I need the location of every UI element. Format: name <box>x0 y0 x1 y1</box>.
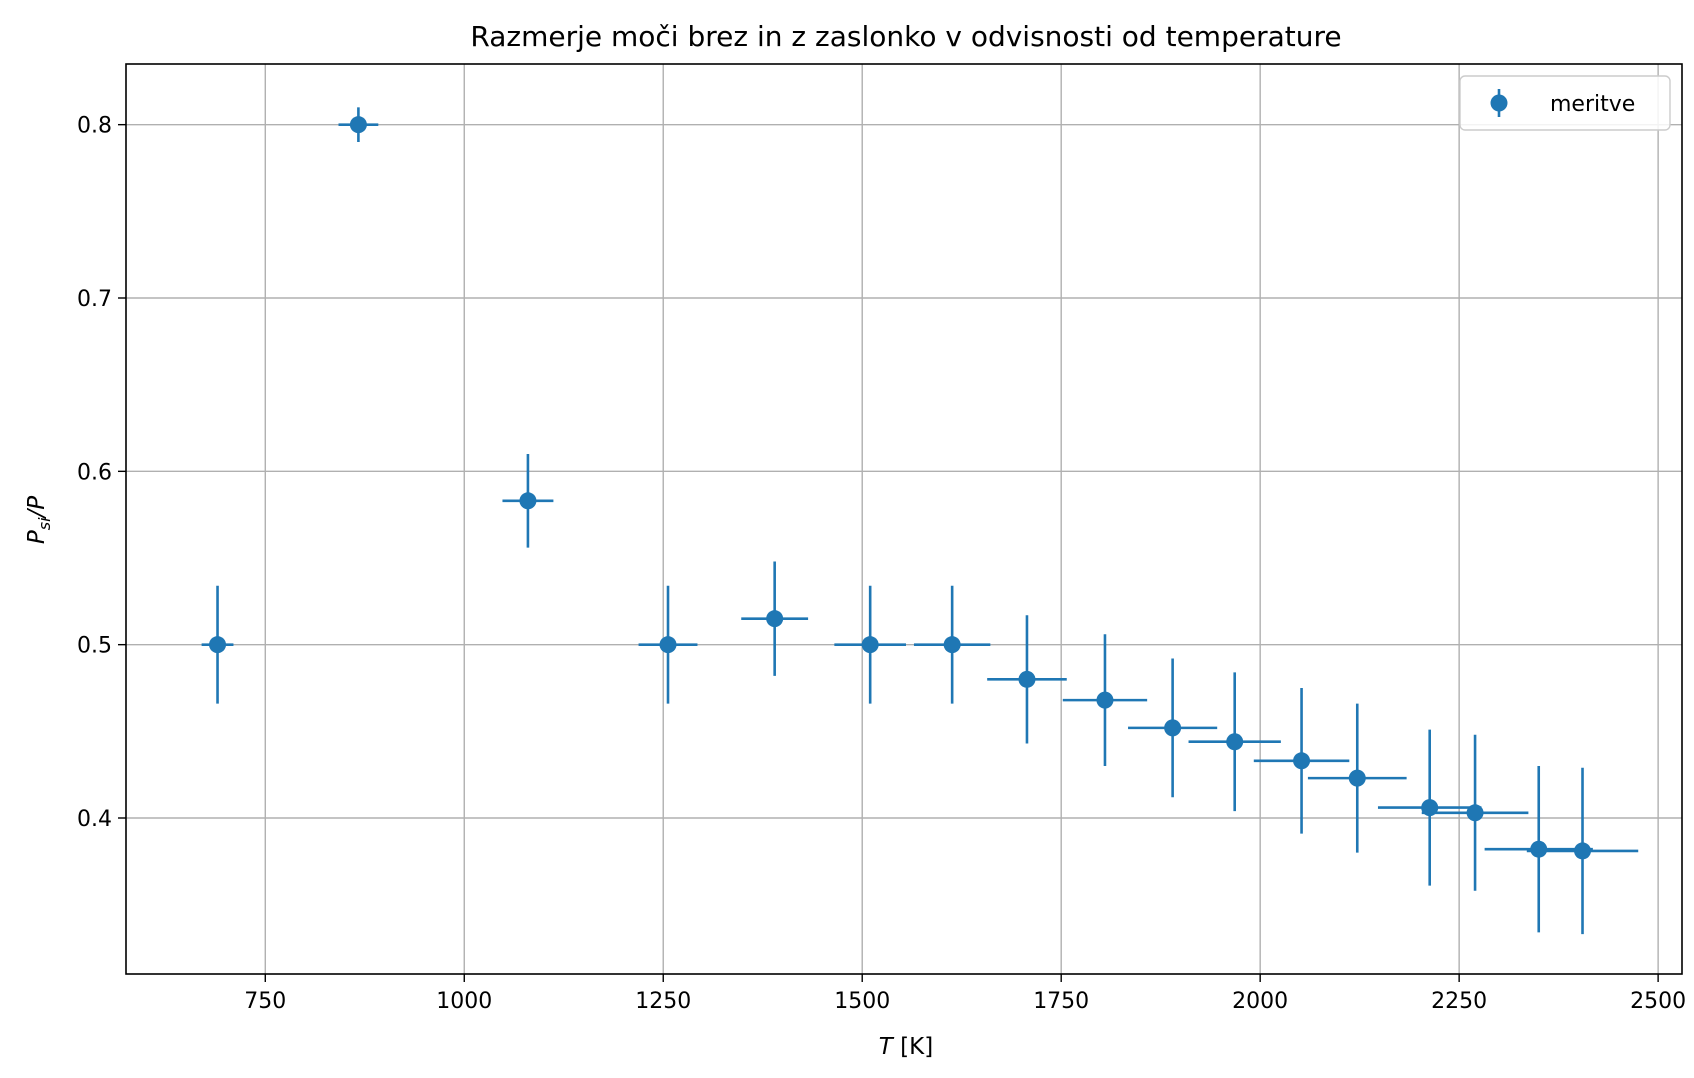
data-marker <box>1574 842 1592 860</box>
data-point <box>1307 703 1407 853</box>
data-marker <box>1466 804 1484 822</box>
data-marker <box>1293 752 1311 770</box>
legend-box <box>1459 75 1671 131</box>
data-point <box>1253 688 1350 834</box>
legend-entry-label: meritve <box>1550 92 1635 117</box>
data-point <box>1128 658 1218 798</box>
x-tick-label: 750 <box>244 989 286 1014</box>
data-point <box>1062 634 1148 766</box>
data-marker <box>861 636 879 654</box>
data-marker <box>943 636 961 654</box>
chart-title: Razmerje moči brez in z zaslonko v odvis… <box>470 20 1341 53</box>
x-tick-label: 2250 <box>1431 989 1487 1014</box>
axis-ticks: 750 1000 1250 1500 1750 2000 2250 2500 0.4 0.5 0.6… <box>77 114 1686 1014</box>
data-point <box>201 585 234 704</box>
data-marker <box>1096 691 1114 709</box>
data-series <box>201 107 1639 935</box>
grid <box>126 64 1682 974</box>
y-tick-label: 0.7 <box>77 287 112 312</box>
plot-area-frame <box>125 63 1683 975</box>
data-marker <box>1530 840 1548 858</box>
data-marker <box>349 116 367 134</box>
data-marker <box>659 636 677 654</box>
data-point <box>1421 734 1529 891</box>
data-marker <box>1164 719 1182 737</box>
y-tick-label: 0.6 <box>77 460 112 485</box>
x-axis-label: T [K] <box>879 1034 933 1060</box>
data-marker <box>1348 769 1366 787</box>
data-point <box>502 454 554 548</box>
y-tick-label: 0.5 <box>77 634 112 659</box>
x-axis-label-unit: [K] <box>893 1034 933 1060</box>
y-axis-label-tail: /P <box>24 496 50 520</box>
data-point <box>338 107 379 142</box>
x-tick-label: 2000 <box>1232 989 1288 1014</box>
data-point <box>1188 672 1281 812</box>
y-tick-label: 0.8 <box>77 114 112 139</box>
data-point <box>638 585 698 704</box>
legend: meritve <box>1459 75 1671 131</box>
x-tick-label: 2500 <box>1630 989 1686 1014</box>
y-axis-label-sub: si <box>35 517 54 530</box>
data-marker <box>519 492 537 510</box>
x-tick-label: 1000 <box>436 989 492 1014</box>
legend-dot <box>1490 94 1508 112</box>
data-marker <box>1018 670 1036 688</box>
data-marker <box>209 636 227 654</box>
y-axis-label-main: P <box>24 530 50 544</box>
y-tick-label: 0.4 <box>77 807 112 832</box>
legend-marker <box>1490 89 1508 117</box>
data-point <box>913 585 991 704</box>
data-point <box>834 585 906 704</box>
x-axis-label-var: T <box>879 1034 895 1060</box>
data-marker <box>1226 733 1244 751</box>
x-tick-label: 1750 <box>1033 989 1089 1014</box>
data-marker <box>766 610 784 628</box>
data-point <box>741 561 809 676</box>
y-axis-label: Psi/P <box>24 496 54 544</box>
x-tick-label: 1500 <box>834 989 890 1014</box>
data-point <box>1526 767 1639 935</box>
x-tick-label: 1250 <box>635 989 691 1014</box>
data-point <box>987 615 1067 744</box>
